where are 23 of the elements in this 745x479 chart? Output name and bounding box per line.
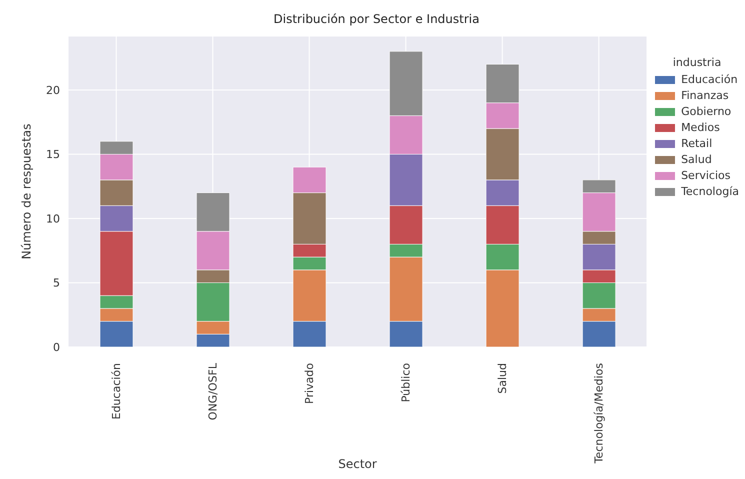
legend-label: Servicios [681, 169, 730, 182]
y-tick-label: 0 [53, 340, 60, 354]
legend-label: Salud [681, 153, 712, 166]
x-axis-title: Sector [338, 457, 377, 471]
y-tick-label: 5 [53, 276, 60, 290]
chart-title: Distribución por Sector e Industria [272, 11, 480, 28]
legend-label: Tecnología [681, 185, 739, 198]
x-tick-label: ONG/OSFL [206, 362, 220, 420]
x-tick-label: Público [399, 362, 412, 402]
x-tick-label: Educación [110, 362, 123, 420]
legend-label: Finanzas [681, 89, 729, 102]
y-tick-label: 20 [46, 84, 60, 97]
x-tick-label: Privado [302, 362, 316, 404]
x-tick-label: Tecnología/Medios [592, 362, 606, 464]
y-tick-label: 15 [46, 148, 60, 162]
legend-label: Medios [681, 121, 720, 134]
y-tick-label: 10 [46, 212, 60, 226]
y-axis-title: Número de respuestas [19, 124, 34, 260]
legend-label: Educación [681, 73, 738, 86]
legend-label: Gobierno [681, 105, 732, 118]
x-tick-label: Salud [496, 363, 509, 394]
legend-title: industria [672, 56, 722, 69]
legend-label: Retail [681, 137, 712, 150]
